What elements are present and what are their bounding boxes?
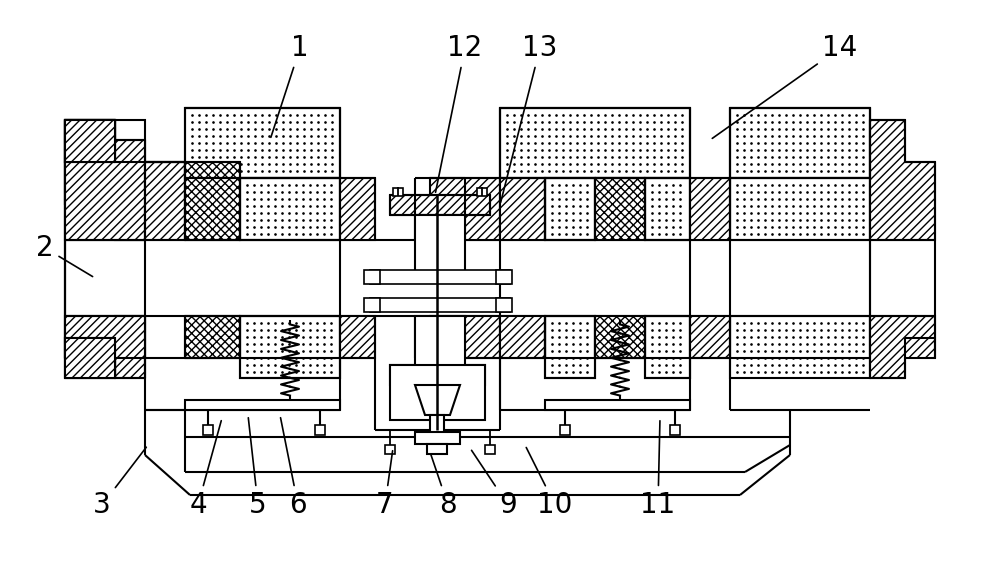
Polygon shape	[185, 316, 240, 358]
Polygon shape	[65, 316, 145, 378]
Bar	[385, 445, 395, 454]
Bar	[730, 316, 870, 378]
Bar	[65, 338, 115, 378]
Text: 8: 8	[431, 454, 457, 519]
Bar	[370, 270, 510, 284]
Bar	[240, 178, 340, 240]
Text: 1: 1	[271, 34, 309, 137]
Polygon shape	[65, 316, 145, 378]
Polygon shape	[595, 178, 645, 240]
Bar	[730, 178, 870, 240]
Bar	[185, 108, 340, 178]
Polygon shape	[340, 316, 375, 358]
Text: 14: 14	[712, 34, 858, 138]
Text: 5: 5	[248, 418, 267, 519]
Polygon shape	[145, 162, 185, 240]
Text: 9: 9	[472, 450, 517, 519]
Polygon shape	[690, 178, 730, 240]
Polygon shape	[390, 365, 485, 385]
Bar	[390, 365, 485, 420]
Polygon shape	[595, 316, 645, 358]
Bar	[185, 108, 340, 178]
Bar	[545, 400, 690, 410]
Polygon shape	[65, 120, 145, 240]
Bar	[203, 425, 213, 435]
Polygon shape	[415, 385, 460, 415]
Bar	[415, 432, 460, 444]
Bar	[364, 270, 380, 284]
Polygon shape	[430, 178, 500, 240]
Bar	[645, 316, 690, 378]
Bar	[65, 120, 115, 162]
Polygon shape	[65, 120, 145, 240]
Bar	[185, 400, 340, 410]
Bar	[65, 120, 115, 162]
Text: 13: 13	[501, 34, 558, 202]
Bar	[670, 425, 680, 435]
Bar	[427, 444, 447, 454]
Bar	[370, 298, 510, 312]
Bar	[240, 316, 340, 378]
Bar	[240, 178, 340, 240]
Text: 11: 11	[640, 421, 676, 519]
Text: 4: 4	[189, 420, 221, 519]
Polygon shape	[690, 316, 730, 358]
Polygon shape	[500, 316, 545, 358]
Bar	[500, 108, 690, 178]
Text: 6: 6	[281, 418, 307, 519]
Text: 3: 3	[93, 447, 146, 519]
Polygon shape	[430, 316, 500, 358]
Bar	[430, 415, 444, 435]
Bar	[485, 445, 495, 454]
Bar	[545, 316, 595, 378]
Bar	[645, 316, 690, 378]
Text: 10: 10	[526, 448, 573, 519]
Bar	[415, 316, 465, 381]
Polygon shape	[185, 162, 240, 240]
Polygon shape	[870, 120, 935, 240]
Bar	[240, 316, 340, 378]
Bar	[545, 316, 595, 378]
Polygon shape	[340, 178, 375, 240]
Text: 7: 7	[376, 451, 394, 519]
Bar	[415, 215, 465, 280]
Bar	[496, 270, 512, 284]
Polygon shape	[870, 316, 935, 378]
Bar	[315, 425, 325, 435]
Bar	[496, 298, 512, 312]
Bar	[364, 298, 380, 312]
Bar	[730, 108, 870, 178]
Bar	[645, 178, 690, 240]
Text: 2: 2	[36, 234, 93, 276]
Bar	[65, 120, 145, 204]
Bar	[560, 425, 570, 435]
Polygon shape	[500, 178, 545, 240]
Bar	[645, 178, 690, 240]
Bar	[390, 195, 490, 215]
Bar	[730, 108, 870, 178]
Bar	[65, 162, 115, 204]
Bar	[500, 108, 690, 178]
Bar	[477, 188, 487, 196]
Bar	[545, 178, 595, 240]
Bar	[545, 178, 595, 240]
Text: 12: 12	[436, 34, 483, 192]
Bar	[393, 188, 403, 196]
